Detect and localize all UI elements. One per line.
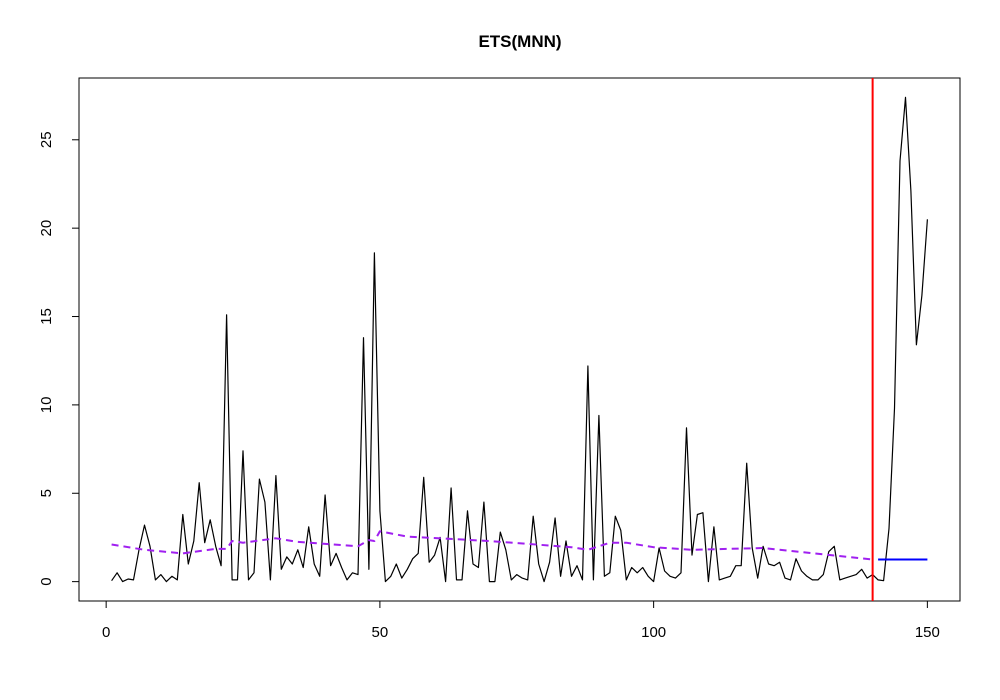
plot-area	[111, 78, 928, 601]
y-tick-label: 25	[38, 131, 55, 148]
x-tick-label: 100	[641, 624, 666, 641]
y-tick-label: 20	[38, 220, 55, 237]
x-tick-label: 50	[372, 624, 389, 641]
actuals-line	[111, 96, 928, 583]
y-tick-label: 5	[38, 489, 55, 497]
y-tick-label: 15	[38, 308, 55, 325]
chart-title: ETS(MNN)	[478, 32, 561, 51]
fitted-line	[111, 530, 873, 561]
y-tick-label: 0	[38, 577, 55, 585]
axes: 0 50 100 150 0 5 10 15 20 25	[38, 131, 940, 641]
x-tick-label: 0	[102, 624, 110, 641]
x-tick-label: 150	[915, 624, 940, 641]
y-tick-label: 10	[38, 397, 55, 414]
